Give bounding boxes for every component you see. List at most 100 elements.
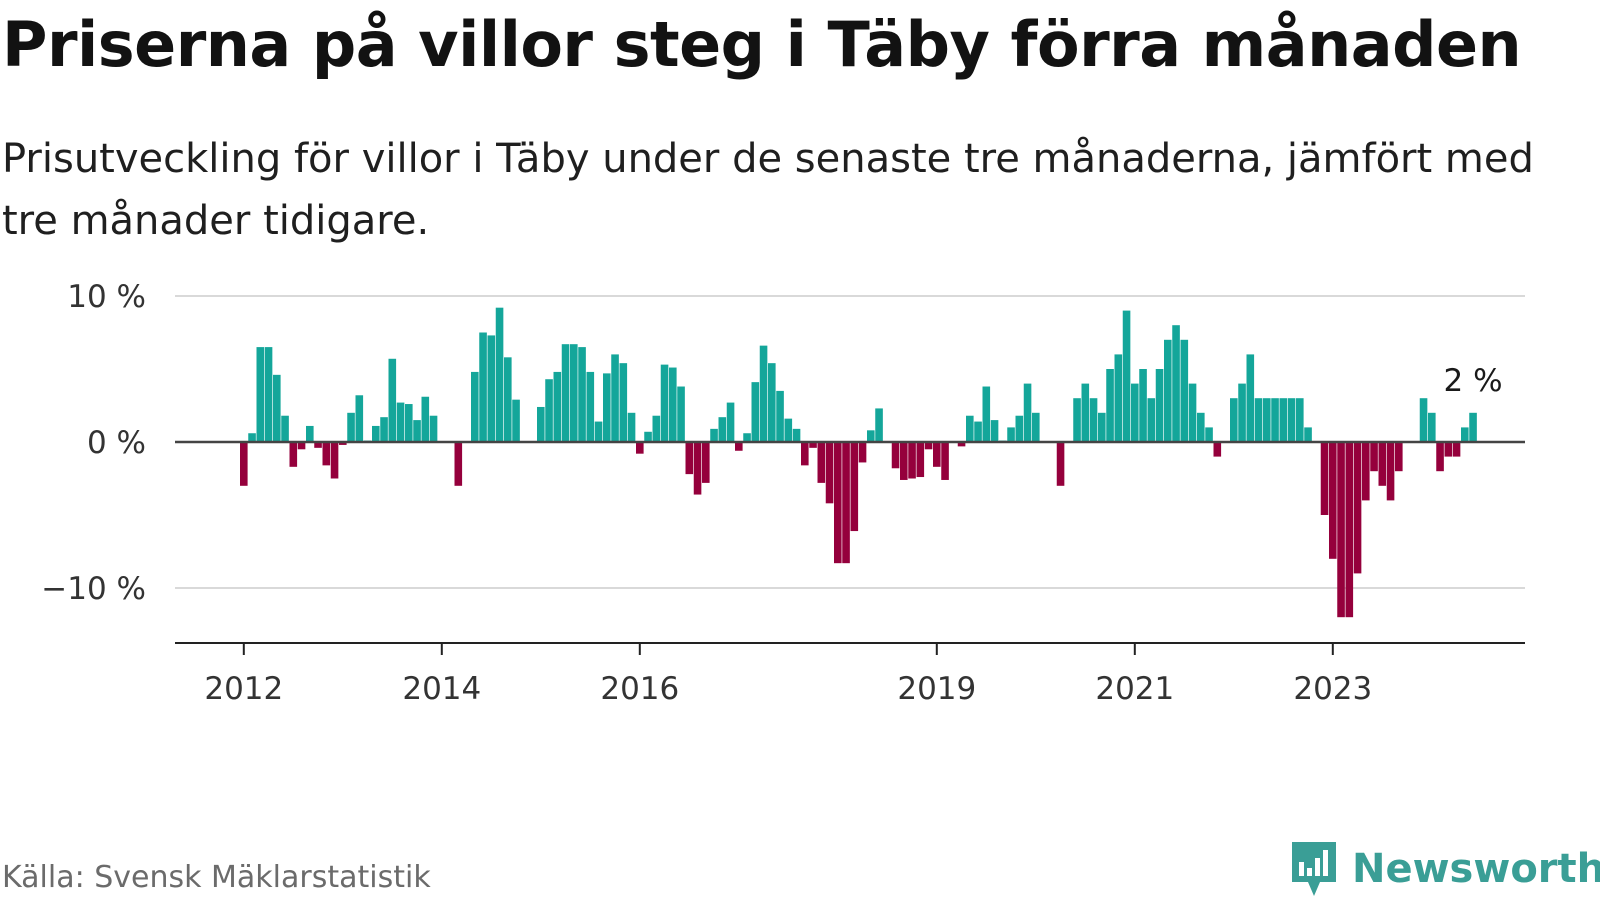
bar [825,442,834,504]
bar [1461,427,1469,442]
bar [1139,369,1147,442]
bar [718,417,727,442]
bar [957,442,966,447]
bar [1081,383,1090,442]
bar [1180,339,1189,442]
bar [1007,427,1015,442]
bar [941,442,949,480]
bar [792,428,801,442]
bar [314,442,322,448]
bar-chart: 10 % 0 % −10 % 2012 2014 2016 2019 2021 2023 2 % [41,279,1525,707]
brand-logo: Newsworthy [1290,840,1600,898]
bar [669,367,677,442]
bar [1428,412,1436,442]
bar [561,344,570,442]
bar [1131,383,1139,442]
bar [842,442,850,564]
x-tick-label: 2016 [600,671,679,707]
y-tick-label: 10 % [67,279,146,315]
bar [1370,442,1378,472]
bar [743,433,751,442]
bar [495,307,504,442]
bar [627,412,636,442]
bar [454,442,463,486]
bar [735,442,743,451]
bar [891,442,900,469]
newsworthy-logo-icon [1292,842,1336,896]
bar [660,364,669,442]
bar [322,442,331,466]
bar [1089,398,1098,442]
bar [1246,354,1255,442]
bar [974,421,982,442]
bar [1172,325,1180,442]
bar [850,442,859,532]
bar [248,433,256,442]
bar [1329,442,1337,559]
x-tick-label: 2019 [897,671,976,707]
bar [388,358,397,442]
bar [1073,398,1081,442]
bar [471,371,479,442]
chart-title: Priserna på villor steg i Täby förra mån… [2,8,1522,81]
last-value-label: 2 % [1444,363,1503,399]
bar [1188,383,1197,442]
bar [570,344,578,442]
bar [1452,442,1461,457]
bar [306,425,314,442]
bar [611,354,619,442]
bar [240,442,248,486]
bar [479,332,487,442]
bar [594,421,603,442]
bar [256,347,265,442]
bar [1279,398,1288,442]
bar [1238,383,1246,442]
bar [1395,442,1403,472]
bar [834,442,842,564]
bar [966,415,974,442]
x-tick-label: 2023 [1293,671,1372,707]
bar [1205,427,1213,442]
bar [1304,427,1312,442]
bar [1114,354,1123,442]
bar [372,425,380,442]
bar [751,382,760,442]
bar [586,371,595,442]
bar [776,390,784,442]
bar [990,420,999,442]
bar [1263,398,1271,442]
bar [504,357,512,442]
bar [512,399,520,442]
bar [677,386,685,442]
bar [924,442,933,450]
bar [726,402,735,442]
bar [545,379,553,442]
chart-subtitle: Prisutveckling för villor i Täby under d… [2,136,1534,244]
bar [982,386,991,442]
x-tick-label: 2021 [1095,671,1174,707]
bar [1032,412,1040,442]
bar [429,415,438,442]
bar [1362,442,1370,501]
bar [1122,310,1131,442]
bar [1155,369,1164,442]
bar [405,404,413,442]
bar [636,442,644,454]
bar [900,442,908,480]
bar [1147,398,1156,442]
bar [1230,398,1238,442]
bar [1197,412,1205,442]
bar [603,373,611,442]
bar [644,431,652,442]
bar [553,371,562,442]
bar [1015,415,1024,442]
bar [281,415,289,442]
bar [1337,442,1345,618]
bar [396,402,405,442]
bar [1353,442,1362,574]
x-tick-label: 2012 [204,671,283,707]
source-note: Källa: Svensk Mäklarstatistik [2,860,431,895]
bar [1098,412,1106,442]
bar [380,417,388,442]
bar [273,374,281,442]
